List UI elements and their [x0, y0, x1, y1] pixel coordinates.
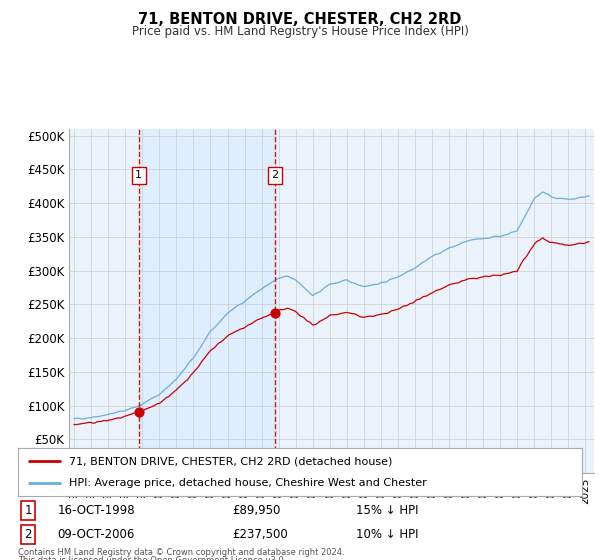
Text: 09-OCT-2006: 09-OCT-2006	[58, 528, 135, 542]
Text: £237,500: £237,500	[232, 528, 288, 542]
Text: Price paid vs. HM Land Registry's House Price Index (HPI): Price paid vs. HM Land Registry's House …	[131, 25, 469, 38]
Point	[270, 309, 280, 318]
Text: 2: 2	[25, 528, 32, 542]
Bar	[139, 129, 275, 473]
Text: This data is licensed under the Open Government Licence v3.0.: This data is licensed under the Open Gov…	[18, 556, 286, 560]
Text: 71, BENTON DRIVE, CHESTER, CH2 2RD: 71, BENTON DRIVE, CHESTER, CH2 2RD	[139, 12, 461, 27]
Text: 2: 2	[271, 170, 278, 180]
Text: 1: 1	[25, 503, 32, 517]
Text: 1: 1	[135, 170, 142, 180]
Text: HPI: Average price, detached house, Cheshire West and Chester: HPI: Average price, detached house, Ches…	[69, 478, 427, 488]
Text: £89,950: £89,950	[232, 503, 281, 517]
Text: 15% ↓ HPI: 15% ↓ HPI	[356, 503, 419, 517]
Text: 10% ↓ HPI: 10% ↓ HPI	[356, 528, 419, 542]
Text: 16-OCT-1998: 16-OCT-1998	[58, 503, 135, 517]
Text: Contains HM Land Registry data © Crown copyright and database right 2024.: Contains HM Land Registry data © Crown c…	[18, 548, 344, 557]
Point	[134, 408, 143, 417]
Text: 71, BENTON DRIVE, CHESTER, CH2 2RD (detached house): 71, BENTON DRIVE, CHESTER, CH2 2RD (deta…	[69, 456, 392, 466]
